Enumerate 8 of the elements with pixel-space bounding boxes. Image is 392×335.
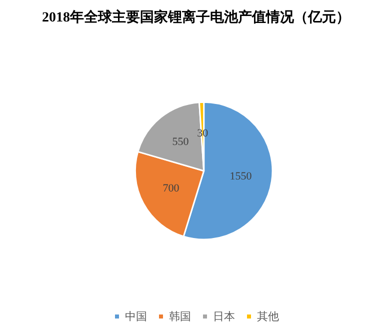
legend-label: 韩国: [169, 310, 191, 323]
legend-label: 中国: [125, 310, 147, 323]
data-label: 1550: [230, 170, 252, 182]
data-label: 700: [162, 182, 180, 195]
legend-label: 日本: [213, 310, 235, 323]
legend-label: 其他: [257, 310, 279, 323]
chart-title: 2018年全球主要国家锂离子电池产值情况（亿元）: [42, 8, 350, 26]
data-label: 550: [172, 136, 190, 148]
